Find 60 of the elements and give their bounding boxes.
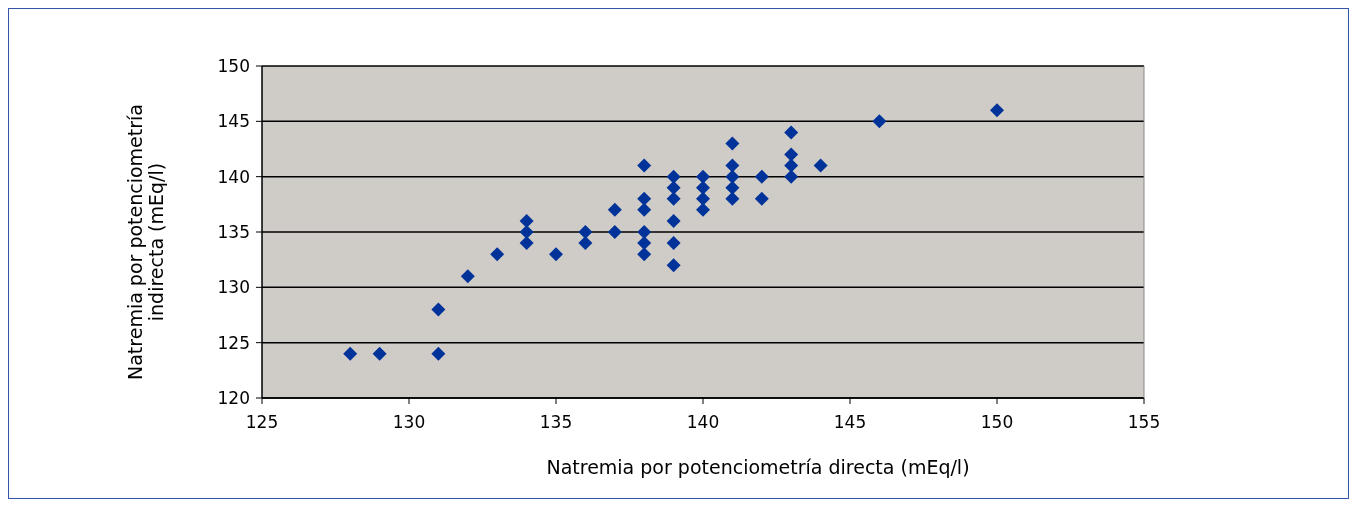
y-axis-title: Natremia por potenciometría indirecta (mEq/l) [124,104,168,380]
point [696,191,710,206]
point [725,136,740,151]
x-axis-title: Natremia por potenciometría directa (mEq/l) [546,456,970,478]
point [754,191,769,206]
point [578,225,593,239]
point [725,169,740,184]
x-tick-label: 130 [392,412,426,432]
point [813,158,828,173]
point [637,247,652,262]
point [666,258,681,273]
point [490,247,505,262]
point [343,346,358,361]
y-tick-label: 130 [217,277,250,298]
y-tick-label: 150 [217,55,250,76]
point [725,180,740,195]
point [696,202,710,217]
point [754,169,769,184]
x-tick-label: 155 [1127,412,1161,432]
point [578,236,593,251]
point [725,191,740,206]
point [666,236,681,251]
point [784,169,799,184]
point [725,158,740,173]
point [431,346,446,361]
x-tick-label: 140 [686,412,720,432]
point [784,158,799,173]
point [519,225,534,239]
point [549,247,563,262]
point [666,213,681,228]
x-tick-label: 150 [980,412,1014,432]
point [637,202,652,217]
point [666,180,681,195]
point [784,147,799,162]
point [696,169,710,184]
x-tick-label: 135 [539,412,573,432]
point [431,302,446,317]
point [519,236,534,251]
point [607,202,622,217]
point [637,225,652,239]
point [637,158,652,173]
x-tick-label: 145 [833,412,867,432]
point [519,213,534,228]
point [372,346,387,361]
point [637,191,652,206]
point [990,103,1004,118]
x-tick-label: 125 [245,412,279,432]
y-tick-label: 135 [217,221,250,242]
y-tick-label: 125 [217,332,250,353]
y-tick-label: 145 [217,111,250,132]
point [637,236,652,251]
point [872,114,887,129]
point [696,180,710,195]
point [666,191,681,206]
point [666,169,681,184]
point [607,225,622,239]
point [784,125,799,140]
y-tick-label: 120 [217,387,250,408]
point [460,269,475,284]
y-tick-label: 140 [217,166,250,187]
